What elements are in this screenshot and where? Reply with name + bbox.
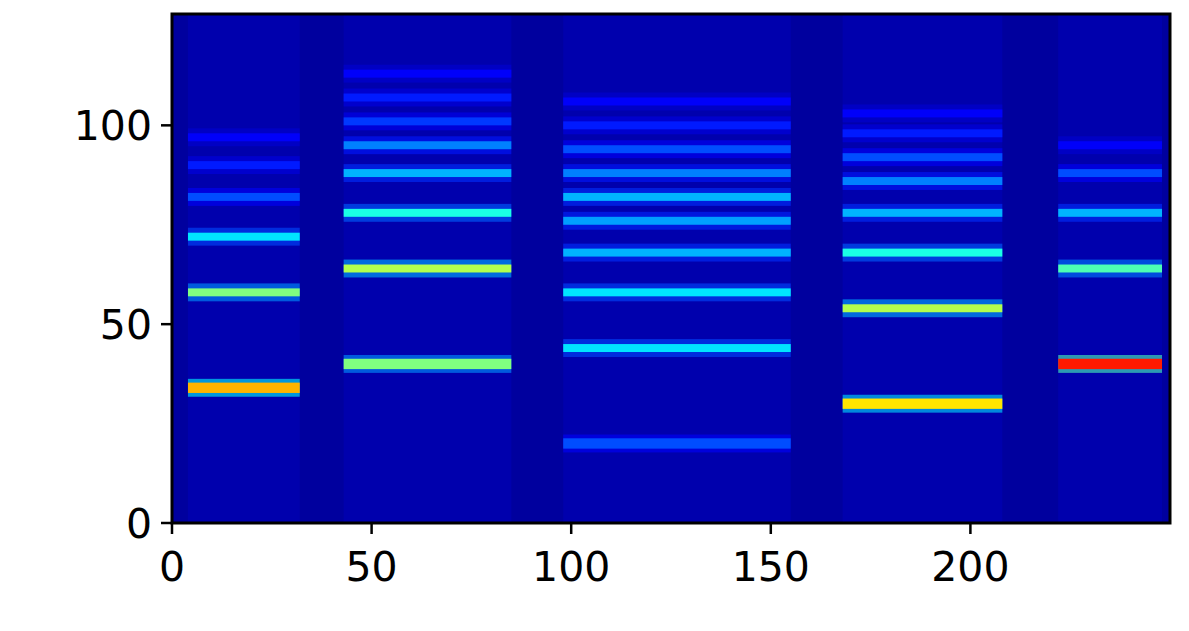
harmonic-band <box>188 383 300 393</box>
band-halo <box>843 299 1003 317</box>
harmonic-band <box>843 153 1003 161</box>
harmonic-band <box>344 265 512 273</box>
harmonic-band <box>1058 209 1162 217</box>
band-halo <box>344 136 512 154</box>
harmonic-band <box>843 249 1003 257</box>
x-tick <box>570 523 573 534</box>
harmonic-band <box>344 169 512 177</box>
band-halo <box>843 172 1003 190</box>
band-halo <box>344 89 512 107</box>
band-halo <box>843 395 1003 413</box>
band-halo <box>188 156 300 174</box>
note-region <box>563 14 791 523</box>
harmonic-band <box>843 209 1003 217</box>
harmonic-band <box>344 359 512 369</box>
note-region <box>188 14 300 523</box>
band-halo <box>563 93 791 111</box>
harmonic-band <box>563 438 791 448</box>
band-halo <box>563 188 791 206</box>
x-tick-label: 100 <box>532 543 610 591</box>
band-halo <box>188 128 300 146</box>
harmonic-band <box>843 129 1003 137</box>
x-tick-label: 0 <box>159 543 185 591</box>
band-halo <box>344 65 512 83</box>
harmonic-band <box>188 193 300 201</box>
harmonic-band <box>563 98 791 106</box>
y-tick <box>161 323 172 326</box>
heatmap <box>172 14 1170 523</box>
harmonic-band <box>344 70 512 78</box>
band-halo <box>344 260 512 278</box>
harmonic-band <box>188 161 300 169</box>
harmonic-band <box>843 177 1003 185</box>
note-region <box>344 14 512 523</box>
harmonic-band <box>563 145 791 153</box>
band-halo <box>843 204 1003 222</box>
band-halo <box>563 140 791 158</box>
band-halo <box>563 283 791 301</box>
band-halo <box>563 164 791 182</box>
band-halo <box>563 212 791 230</box>
x-tick-label: 50 <box>346 543 398 591</box>
band-halo <box>1058 260 1162 278</box>
band-halo <box>344 204 512 222</box>
band-halo <box>563 435 791 453</box>
harmonic-band <box>1058 141 1162 149</box>
harmonic-band <box>563 169 791 177</box>
band-halo <box>843 104 1003 122</box>
band-halo <box>344 164 512 182</box>
harmonic-band <box>563 193 791 201</box>
band-halo <box>188 228 300 246</box>
harmonic-band <box>563 121 791 129</box>
harmonic-band <box>563 344 791 352</box>
harmonic-band <box>843 304 1003 312</box>
band-halo <box>344 355 512 373</box>
harmonic-band <box>188 288 300 296</box>
plot-frame <box>172 14 1170 523</box>
band-halo <box>188 379 300 397</box>
band-halo <box>843 148 1003 166</box>
y-tick-label: 0 <box>126 500 152 548</box>
harmonic-band <box>344 141 512 149</box>
band-halo <box>1058 355 1162 373</box>
x-tick-label: 200 <box>931 543 1009 591</box>
y-tick-label: 100 <box>74 102 152 150</box>
x-tick-label: 150 <box>732 543 810 591</box>
harmonic-band <box>563 288 791 296</box>
y-tick-label: 50 <box>100 301 152 349</box>
y-tick <box>161 522 172 525</box>
harmonic-band <box>563 217 791 225</box>
x-tick <box>969 523 972 534</box>
x-tick <box>370 523 373 534</box>
harmonic-band <box>563 249 791 257</box>
band-halo <box>563 339 791 357</box>
harmonic-band <box>188 233 300 241</box>
harmonic-band <box>344 209 512 217</box>
x-tick <box>171 523 174 534</box>
y-tick <box>161 124 172 127</box>
x-tick <box>770 523 773 534</box>
harmonic-band <box>188 133 300 141</box>
band-halo <box>344 112 512 130</box>
harmonic-band <box>843 399 1003 409</box>
harmonic-band <box>344 94 512 102</box>
band-halo <box>843 124 1003 142</box>
harmonic-band <box>1058 359 1162 369</box>
band-halo <box>1058 204 1162 222</box>
band-halo <box>1058 164 1162 182</box>
band-halo <box>1058 136 1162 154</box>
harmonic-band <box>344 117 512 125</box>
band-halo <box>188 188 300 206</box>
note-region <box>843 14 1003 523</box>
band-halo <box>843 244 1003 262</box>
background-cell <box>172 14 1170 523</box>
chart: 0 50 100 150 200 0 50 100 <box>0 0 1189 631</box>
harmonic-band <box>1058 169 1162 177</box>
harmonic-band <box>1058 265 1162 273</box>
harmonic-band <box>843 109 1003 117</box>
band-halo <box>563 244 791 262</box>
band-halo <box>188 283 300 301</box>
band-halo <box>563 116 791 134</box>
note-region <box>1058 14 1162 523</box>
